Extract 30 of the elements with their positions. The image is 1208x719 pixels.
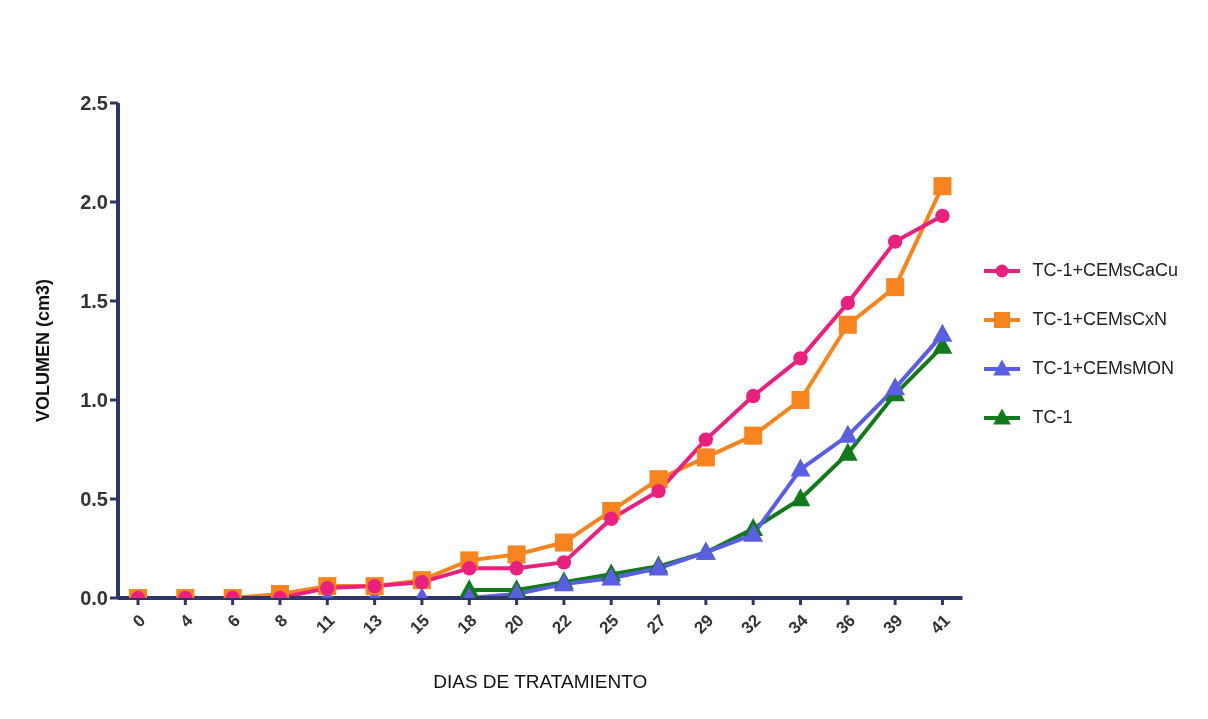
x-tick-label: 6 <box>223 610 244 632</box>
x-tick-label: 4 <box>176 610 198 632</box>
y-tick-label: 2.5 <box>80 92 108 115</box>
x-tick-label: 15 <box>406 610 434 638</box>
x-tick-label: 32 <box>737 610 765 638</box>
x-tick-label: 0 <box>129 610 150 632</box>
legend-label: TC-1+CEMsMON <box>1032 358 1174 379</box>
x-tick-label: 29 <box>690 610 718 638</box>
x-tick-label: 27 <box>643 610 670 638</box>
y-tick-label: 0.5 <box>80 488 108 511</box>
legend-label: TC-1+CEMsCaCu <box>1032 260 1178 281</box>
x-tick-label: 20 <box>501 610 528 638</box>
x-tick-label: 13 <box>359 610 386 638</box>
x-tick-label: 22 <box>548 610 576 638</box>
x-tick-label: 36 <box>832 610 860 638</box>
x-tick-label: 11 <box>312 610 339 638</box>
x-tick-label: 18 <box>453 610 481 638</box>
x-tick-label: 34 <box>785 610 813 638</box>
x-tick-label: 41 <box>926 610 954 638</box>
x-tick-label: 25 <box>595 610 623 638</box>
x-axis-title: DIAS DE TRATAMIENTO <box>433 671 648 692</box>
y-tick-label: 2.0 <box>80 191 108 214</box>
x-tick-label: 8 <box>271 610 292 632</box>
y-tick-label: 1.0 <box>80 389 108 412</box>
legend-label: TC-1+CEMsCxN <box>1032 309 1167 330</box>
y-axis-title: VOLUMEN (cm3) <box>33 278 54 423</box>
x-tick-label: 39 <box>879 610 907 638</box>
legend-label: TC-1 <box>1032 407 1073 428</box>
y-tick-label: 0.0 <box>80 587 108 610</box>
y-tick-label: 1.5 <box>80 290 108 313</box>
